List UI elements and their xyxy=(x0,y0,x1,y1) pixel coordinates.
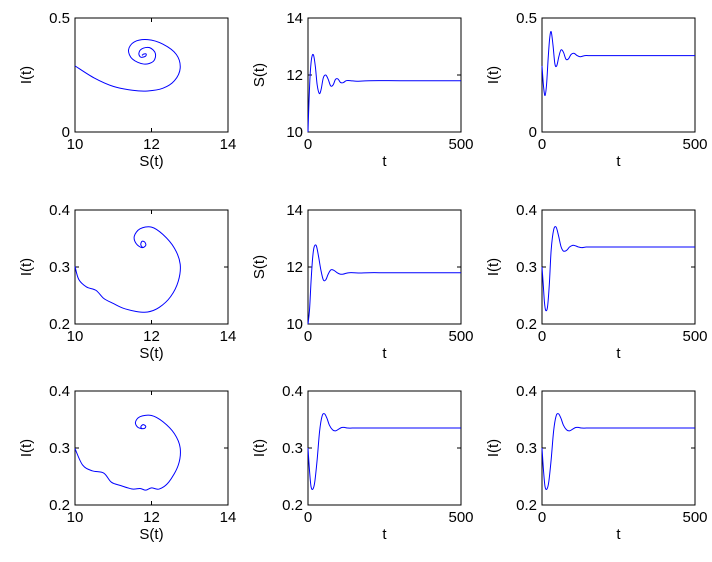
x-axis-label: t xyxy=(382,526,387,543)
x-tick-label: 0 xyxy=(304,136,312,153)
series-line xyxy=(74,39,181,92)
panel-r3c3: 0 500 0.2 0.3 0.4 t I(t) xyxy=(485,383,708,543)
y-tick-label: 0.4 xyxy=(516,202,537,219)
y-tick-label: 0.3 xyxy=(49,259,70,276)
x-axis-label: S(t) xyxy=(139,153,163,170)
series-line xyxy=(74,414,181,491)
x-tick-label: 0 xyxy=(538,136,546,153)
series-line xyxy=(541,226,695,312)
y-tick-label: 10 xyxy=(286,124,303,141)
y-tick-label: 14 xyxy=(286,202,303,219)
y-axis-label: I(t) xyxy=(18,66,35,84)
axes-box xyxy=(74,17,229,133)
x-axis-label: t xyxy=(382,153,387,170)
panel-r2c3: 0 500 0.2 0.3 0.4 t I(t) xyxy=(485,202,708,362)
panel-r1c3: 0 500 0 0.5 t I(t) xyxy=(485,10,708,170)
y-axis-label: S(t) xyxy=(251,255,268,279)
x-tick-label: 12 xyxy=(143,328,160,345)
y-tick-label: 0.2 xyxy=(49,497,70,514)
y-tick-label: 0 xyxy=(529,124,537,141)
x-tick-label: 14 xyxy=(220,136,237,153)
x-tick-label: 500 xyxy=(448,136,473,153)
y-axis-label: I(t) xyxy=(485,258,502,276)
x-axis-label: t xyxy=(382,345,387,362)
axes-box xyxy=(541,209,696,325)
x-axis-label: S(t) xyxy=(139,345,163,362)
x-tick-label: 10 xyxy=(67,509,84,526)
y-tick-label: 0.3 xyxy=(49,440,70,457)
panel-r2c2: 0 500 10 12 14 t S(t) xyxy=(251,202,474,362)
y-tick-label: 10 xyxy=(286,316,303,333)
series-line xyxy=(541,413,695,490)
y-tick-label: 0.4 xyxy=(49,202,70,219)
x-tick-label: 12 xyxy=(143,509,160,526)
axes-box xyxy=(541,17,696,133)
y-tick-label: 0.2 xyxy=(49,316,70,333)
y-axis-label: S(t) xyxy=(251,63,268,87)
panel-r1c1: 10 12 14 0 0.5 S(t) I(t) xyxy=(18,10,236,170)
x-axis-label: t xyxy=(616,526,621,543)
series-line xyxy=(307,53,461,133)
panel-r2c1: 10 12 14 0.2 0.3 0.4 S(t) I(t) xyxy=(18,202,236,362)
series-line xyxy=(307,244,461,325)
series-line xyxy=(541,30,695,97)
x-axis-label: S(t) xyxy=(139,526,163,543)
y-axis-label: I(t) xyxy=(485,439,502,457)
x-tick-label: 500 xyxy=(682,328,707,345)
y-tick-label: 0.3 xyxy=(282,440,303,457)
panel-r1c2: 0 500 10 12 14 t S(t) xyxy=(251,10,474,170)
x-axis-label: t xyxy=(616,345,621,362)
axes-box xyxy=(307,390,462,506)
y-tick-label: 0.3 xyxy=(516,259,537,276)
y-tick-label: 0.3 xyxy=(516,440,537,457)
series-line xyxy=(74,226,181,313)
x-tick-label: 500 xyxy=(682,509,707,526)
y-tick-label: 14 xyxy=(286,10,303,27)
axes-box xyxy=(307,209,462,325)
x-tick-label: 10 xyxy=(67,328,84,345)
y-tick-label: 0 xyxy=(62,124,70,141)
x-tick-label: 0 xyxy=(304,328,312,345)
x-tick-label: 10 xyxy=(67,136,84,153)
axes-box xyxy=(307,17,462,133)
y-tick-label: 0.2 xyxy=(516,316,537,333)
x-tick-label: 0 xyxy=(538,328,546,345)
y-tick-label: 0.4 xyxy=(282,383,303,400)
y-axis-label: I(t) xyxy=(251,439,268,457)
axes-box xyxy=(541,390,696,506)
x-tick-label: 0 xyxy=(304,509,312,526)
y-tick-label: 0.4 xyxy=(516,383,537,400)
x-tick-label: 14 xyxy=(220,328,237,345)
y-tick-label: 12 xyxy=(286,67,303,84)
x-tick-label: 500 xyxy=(448,509,473,526)
panel-r3c1: 10 12 14 0.2 0.3 0.4 S(t) I(t) xyxy=(18,383,236,543)
y-tick-label: 0.2 xyxy=(516,497,537,514)
x-tick-label: 0 xyxy=(538,509,546,526)
y-tick-label: 0.2 xyxy=(282,497,303,514)
y-axis-label: I(t) xyxy=(18,439,35,457)
y-axis-label: I(t) xyxy=(18,258,35,276)
y-tick-label: 0.5 xyxy=(516,10,537,27)
series-line xyxy=(307,413,461,490)
y-tick-label: 12 xyxy=(286,259,303,276)
y-tick-label: 0.4 xyxy=(49,383,70,400)
panel-r3c2: 0 500 0.2 0.3 0.4 t I(t) xyxy=(251,383,474,543)
x-tick-label: 500 xyxy=(448,328,473,345)
y-axis-label: I(t) xyxy=(485,66,502,84)
y-tick-label: 0.5 xyxy=(49,10,70,27)
x-tick-label: 12 xyxy=(143,136,160,153)
x-tick-label: 14 xyxy=(220,509,237,526)
x-tick-label: 500 xyxy=(682,136,707,153)
x-axis-label: t xyxy=(616,153,621,170)
